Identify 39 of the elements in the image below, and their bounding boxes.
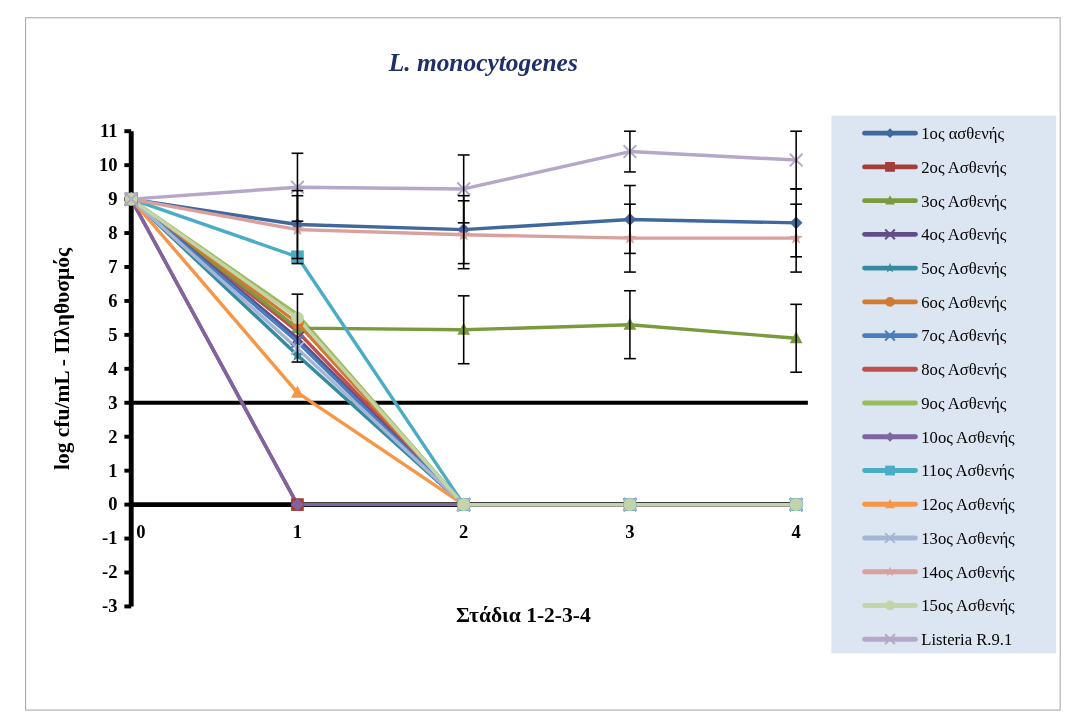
legend-label: Listeria R.9.1 <box>921 630 1013 650</box>
y-tick-label: 7 <box>108 255 118 277</box>
y-tick-label: 2 <box>108 425 118 447</box>
y-tick-label: -2 <box>102 561 118 583</box>
y-tick-label: 4 <box>108 357 118 379</box>
legend-label: 10ος Ασθενής <box>921 427 1016 447</box>
legend-label: 7ος Ασθενής <box>921 326 1007 346</box>
x-axis-title: Στάδια 1-2-3-4 <box>456 603 591 628</box>
legend-label: 9ος Ασθενής <box>921 393 1007 413</box>
legend-label: 4ος Ασθενής <box>921 225 1007 245</box>
legend-label: 14ος Ασθενής <box>921 562 1016 582</box>
x-tick-label: 3 <box>625 520 635 542</box>
x-tick-label: 4 <box>791 520 801 542</box>
y-tick-label: 1 <box>108 459 118 481</box>
y-tick-label: 6 <box>108 289 118 311</box>
x-tick-label: 1 <box>292 520 303 542</box>
y-tick-label: 11 <box>99 120 118 142</box>
legend-label: 13ος Ασθενής <box>921 528 1016 548</box>
legend-label: 8ος Ασθενής <box>921 360 1007 380</box>
chart-title: L. monocytogenes <box>387 47 578 76</box>
y-tick-label: 8 <box>108 221 118 243</box>
x-tick-label: 2 <box>459 520 469 542</box>
legend-label: 12ος Ασθενής <box>921 495 1016 515</box>
y-tick-label: 10 <box>98 154 118 176</box>
legend-label: 11ος Ασθενής <box>921 461 1015 481</box>
y-tick-label: -1 <box>102 527 118 549</box>
legend-label: 6ος Ασθενής <box>921 292 1007 312</box>
legend-label: 1ος ασθενής <box>921 124 1005 144</box>
y-tick-label: 0 <box>108 493 118 515</box>
x-tick-label: 0 <box>136 520 146 542</box>
y-tick-label: 9 <box>108 187 118 209</box>
legend-label: 2ος Ασθενής <box>921 157 1007 177</box>
legend-label: 3ος Ασθενής <box>921 191 1007 211</box>
y-tick-label: 5 <box>108 323 118 345</box>
y-tick-label: 3 <box>108 391 118 413</box>
y-axis-title: log cfu/mL - Πληθυσμός <box>49 247 74 471</box>
y-tick-label: -3 <box>102 595 118 617</box>
legend-label: 15ος Ασθενής <box>921 596 1016 616</box>
legend-label: 5ος Ασθενής <box>921 258 1007 278</box>
